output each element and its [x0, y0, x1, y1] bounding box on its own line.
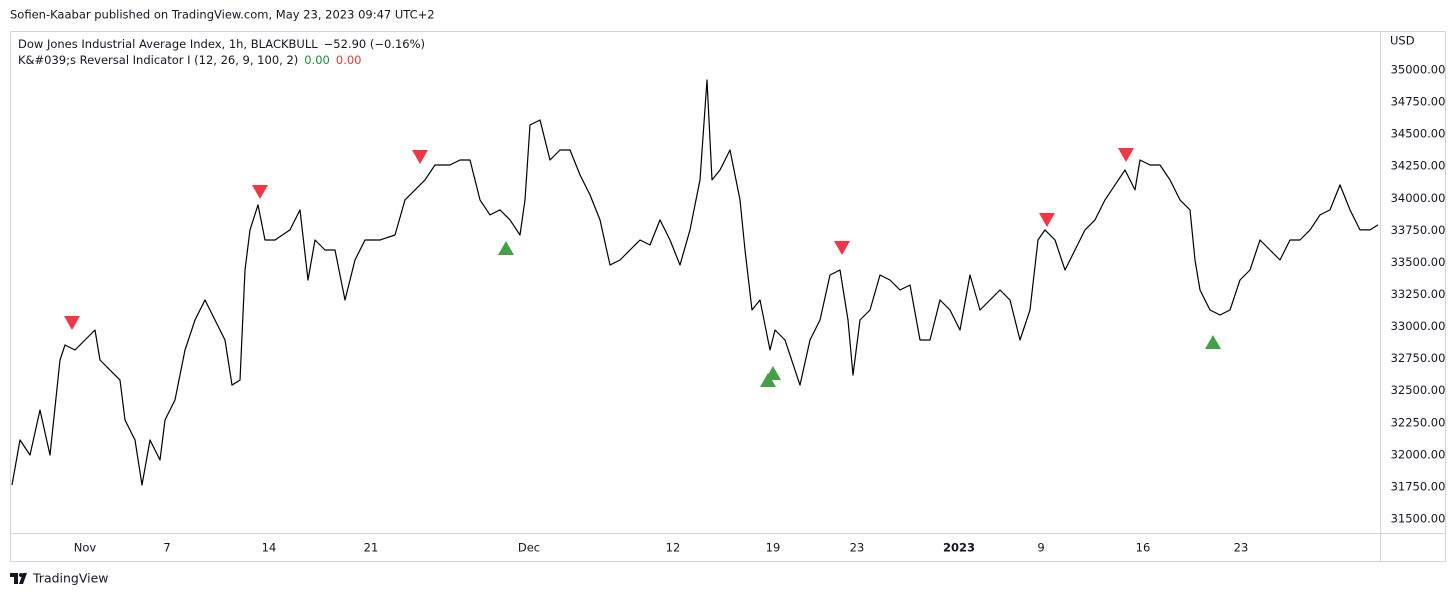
y-tick-label: 34250.00 — [1391, 159, 1446, 173]
indicator-value: 0.00 — [336, 53, 362, 67]
y-tick-label: 33250.00 — [1391, 287, 1446, 301]
y-axis-label: USD — [1390, 34, 1415, 48]
bearish-signal — [252, 184, 268, 199]
brand-name: TradingView — [32, 571, 109, 586]
x-tick-label: 23 — [850, 541, 865, 555]
y-tick-label: 32750.00 — [1391, 351, 1446, 365]
x-tick-label: Nov — [74, 541, 97, 555]
y-tick-label: 32250.00 — [1391, 415, 1446, 429]
bearish-signal — [1039, 212, 1055, 227]
bullish-signal — [498, 241, 514, 256]
y-tick-label: 32500.00 — [1391, 383, 1446, 397]
y-tick-label: 31500.00 — [1391, 512, 1446, 526]
price-line — [11, 79, 1379, 486]
y-tick-label: 33500.00 — [1391, 255, 1446, 269]
indicator-name: K&#039;s Reversal Indicator I (12, 26, 9… — [18, 53, 298, 67]
y-tick-label: 32000.00 — [1391, 447, 1446, 461]
series-legend: Dow Jones Industrial Average Index, 1h, … — [18, 37, 425, 51]
bearish-signal — [1118, 148, 1134, 163]
x-tick-label: 19 — [766, 541, 781, 555]
bearish-signal — [64, 315, 80, 330]
x-tick-label: 7 — [163, 541, 170, 555]
chart-frame — [10, 31, 1446, 562]
y-tick-label: 34750.00 — [1391, 95, 1446, 109]
y-tick-label: 34500.00 — [1391, 127, 1446, 141]
indicator-value: 0.00 — [304, 53, 330, 67]
y-tick-label: 35000.00 — [1391, 62, 1446, 76]
series-name: Dow Jones Industrial Average Index, 1h, … — [18, 37, 318, 51]
y-tick-label: 33000.00 — [1391, 319, 1446, 333]
bullish-signal — [760, 373, 776, 388]
x-tick-label: 14 — [262, 541, 277, 555]
y-tick-label: 31750.00 — [1391, 479, 1446, 493]
indicator-legend: K&#039;s Reversal Indicator I (12, 26, 9… — [18, 53, 361, 67]
series-change: −52.90 (−0.16%) — [324, 37, 425, 51]
bullish-signal — [1205, 334, 1221, 349]
x-tick-label: Dec — [518, 541, 540, 555]
x-tick-label: 16 — [1136, 541, 1151, 555]
published-note: Sofien-Kaabar published on TradingView.c… — [10, 8, 435, 22]
x-tick-label: 9 — [1037, 541, 1044, 555]
bearish-signal — [412, 149, 428, 164]
x-tick-label: 21 — [364, 541, 379, 555]
y-tick-label: 33750.00 — [1391, 223, 1446, 237]
brand-logo — [10, 573, 27, 584]
x-tick-label: 2023 — [943, 541, 975, 555]
x-tick-label: 23 — [1234, 541, 1249, 555]
x-tick-label: 12 — [666, 541, 681, 555]
y-tick-label: 34000.00 — [1391, 191, 1446, 205]
bullish-signal — [765, 366, 781, 381]
bearish-signal — [834, 241, 850, 256]
